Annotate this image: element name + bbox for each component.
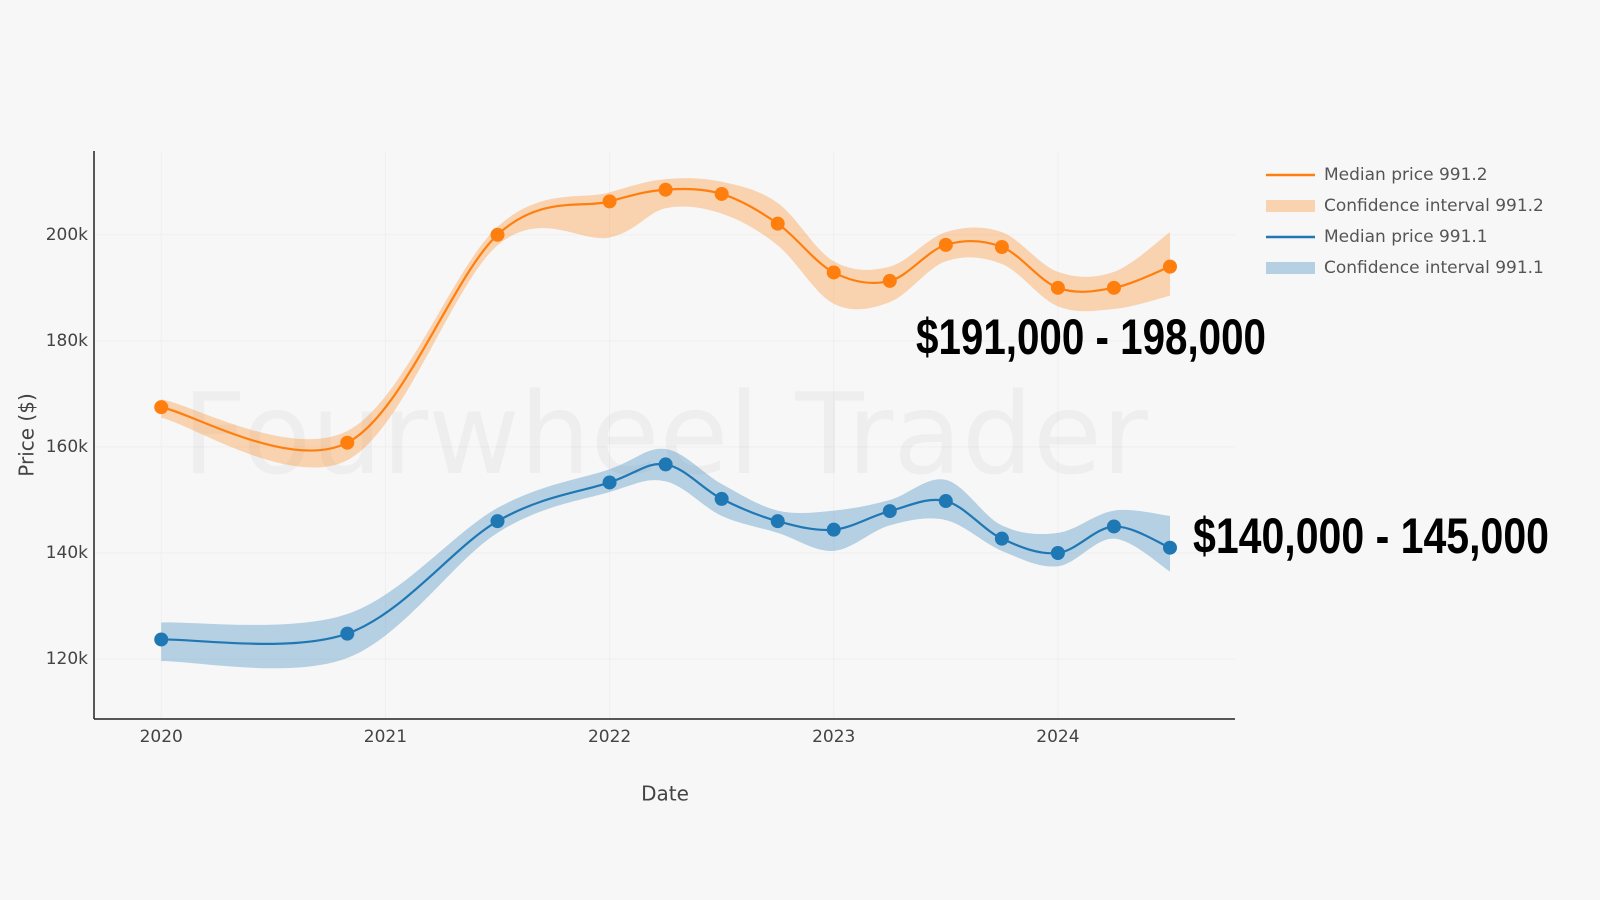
data-point xyxy=(770,216,785,231)
legend-swatch xyxy=(1266,200,1315,212)
data-point xyxy=(658,457,673,472)
x-tick-label: 2022 xyxy=(588,727,631,747)
data-point xyxy=(340,626,355,641)
data-point xyxy=(602,475,617,490)
data-point xyxy=(994,239,1009,254)
data-point xyxy=(658,182,673,197)
data-point xyxy=(1106,280,1121,295)
data-point xyxy=(1106,519,1121,534)
data-point xyxy=(714,186,729,201)
data-point xyxy=(340,435,355,450)
y-tick-label: 160k xyxy=(46,437,88,457)
data-point xyxy=(938,494,953,509)
legend-label: Median price 991.1 xyxy=(1324,227,1488,247)
legend-label: Confidence interval 991.1 xyxy=(1324,258,1544,278)
median-line xyxy=(161,462,1171,645)
plot xyxy=(94,151,1235,719)
x-tick-label: 2020 xyxy=(140,727,183,747)
data-point xyxy=(154,632,169,647)
data-point xyxy=(882,504,897,519)
y-tick-label: 140k xyxy=(46,543,88,563)
x-axis-title: Date xyxy=(641,782,689,806)
legend-label: Median price 991.2 xyxy=(1324,165,1488,185)
y-tick-label: 120k xyxy=(46,649,88,669)
y-tick-label: 180k xyxy=(46,331,88,351)
confidence-band xyxy=(161,178,1170,468)
data-point xyxy=(1050,280,1065,295)
data-point xyxy=(826,522,841,537)
y-tick-label: 200k xyxy=(46,225,88,245)
data-point xyxy=(994,531,1009,546)
x-tick-label: 2023 xyxy=(812,727,855,747)
y-axis-title: Price ($) xyxy=(15,393,39,476)
annotation: $140,000 - 145,000 xyxy=(1193,508,1549,564)
median-line xyxy=(161,187,1171,452)
data-point xyxy=(938,237,953,252)
data-point xyxy=(826,265,841,280)
data-point xyxy=(602,194,617,209)
data-point xyxy=(154,400,169,415)
data-point xyxy=(1162,540,1177,555)
x-tick-label: 2024 xyxy=(1036,727,1079,747)
data-point xyxy=(714,491,729,506)
data-point xyxy=(882,273,897,288)
data-point xyxy=(490,514,505,529)
data-point xyxy=(770,514,785,529)
data-point xyxy=(1162,259,1177,274)
data-point xyxy=(1050,546,1065,561)
legend-swatch xyxy=(1266,262,1315,274)
data-point xyxy=(490,227,505,242)
annotation: $191,000 - 198,000 xyxy=(916,309,1266,365)
legend-label: Confidence interval 991.2 xyxy=(1324,196,1544,216)
x-tick-label: 2021 xyxy=(364,727,407,747)
